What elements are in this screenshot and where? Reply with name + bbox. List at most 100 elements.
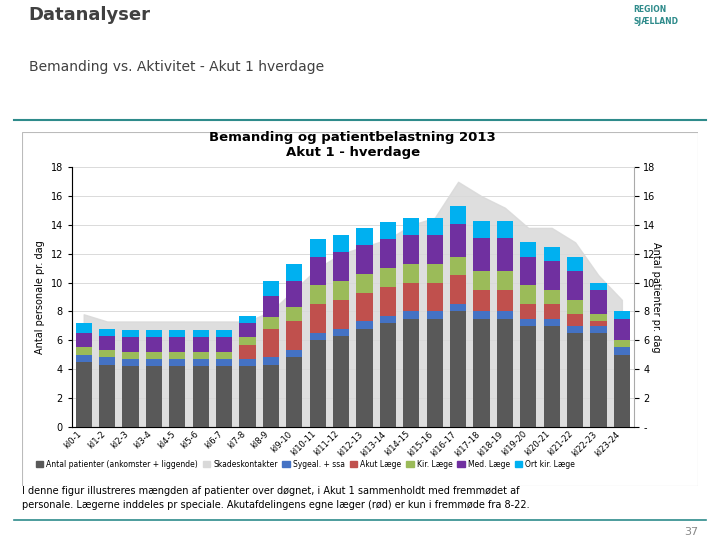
Bar [169, 338, 186, 352]
Bar [192, 338, 209, 352]
Bar [426, 218, 443, 235]
Bar [520, 326, 536, 427]
Bar [216, 330, 233, 338]
Bar [403, 218, 420, 235]
Bar [169, 352, 186, 359]
Bar [145, 330, 162, 338]
Bar [379, 287, 396, 316]
Bar [613, 319, 630, 340]
Bar [169, 330, 186, 338]
Bar [192, 330, 209, 338]
Bar [76, 323, 92, 333]
Bar [567, 314, 583, 326]
Bar [286, 357, 302, 427]
Title: Bemanding og patientbelastning 2013
Akut 1 - hverdage: Bemanding og patientbelastning 2013 Akut… [210, 131, 496, 159]
Bar [310, 340, 326, 427]
Text: I denne figur illustreres mængden af patienter over døgnet, i Akut 1 sammenholdt: I denne figur illustreres mængden af pat… [22, 486, 529, 510]
Bar [333, 281, 349, 300]
Bar [310, 333, 326, 340]
Y-axis label: Antal patienter pr. dag: Antal patienter pr. dag [652, 242, 661, 352]
Bar [99, 357, 115, 364]
Bar [239, 338, 256, 345]
Bar [590, 314, 607, 321]
Bar [286, 281, 302, 307]
Bar [520, 256, 536, 286]
Bar [356, 245, 373, 274]
Bar [239, 345, 256, 359]
Bar [613, 340, 630, 347]
Bar [99, 364, 115, 427]
Bar [426, 235, 443, 264]
Bar [613, 355, 630, 427]
Bar [590, 326, 607, 333]
Bar [263, 295, 279, 317]
Bar [497, 290, 513, 312]
Bar [356, 329, 373, 427]
Bar [473, 271, 490, 290]
Bar [544, 326, 560, 427]
Text: REGION
SJÆLLAND: REGION SJÆLLAND [634, 5, 679, 26]
Bar [310, 239, 326, 256]
Bar [192, 366, 209, 427]
Text: 37: 37 [684, 528, 698, 537]
Bar [333, 235, 349, 252]
Bar [450, 304, 467, 312]
Bar [403, 312, 420, 319]
Bar [333, 329, 349, 336]
Bar [216, 352, 233, 359]
Bar [99, 336, 115, 350]
Bar [239, 323, 256, 338]
Bar [426, 319, 443, 427]
Bar [356, 293, 373, 321]
Bar [520, 304, 536, 319]
Bar [426, 312, 443, 319]
Bar [403, 235, 420, 264]
Bar [145, 366, 162, 427]
Bar [544, 304, 560, 319]
Bar [520, 319, 536, 326]
Bar [216, 338, 233, 352]
Bar [403, 264, 420, 282]
Bar [333, 252, 349, 281]
Bar [216, 359, 233, 366]
Bar [192, 352, 209, 359]
Bar [76, 355, 92, 362]
Bar [263, 329, 279, 357]
Bar [473, 312, 490, 319]
Bar [145, 352, 162, 359]
Bar [567, 326, 583, 333]
Bar [403, 319, 420, 427]
Bar [263, 364, 279, 427]
FancyBboxPatch shape [22, 132, 698, 486]
Bar [286, 350, 302, 357]
Text: Bemanding vs. Aktivitet - Akut 1 hverdage: Bemanding vs. Aktivitet - Akut 1 hverdag… [29, 59, 324, 73]
Bar [76, 362, 92, 427]
Bar [122, 359, 139, 366]
Bar [520, 242, 536, 256]
Bar [239, 359, 256, 366]
Bar [590, 333, 607, 427]
Bar [567, 256, 583, 271]
Bar [613, 312, 630, 319]
Bar [99, 350, 115, 357]
Bar [497, 271, 513, 290]
Bar [473, 221, 490, 238]
Legend: Antal patienter (ankomster + liggende), Skadeskontakter, Sygeal. + ssa, Akut Læg: Antal patienter (ankomster + liggende), … [32, 457, 578, 472]
Bar [450, 256, 467, 275]
Bar [356, 228, 373, 245]
Bar [497, 238, 513, 271]
Bar [613, 347, 630, 355]
Bar [403, 282, 420, 312]
Bar [145, 359, 162, 366]
Bar [473, 319, 490, 427]
Bar [379, 239, 396, 268]
Bar [263, 357, 279, 364]
Bar [263, 281, 279, 295]
Bar [76, 347, 92, 355]
Bar [544, 261, 560, 290]
Bar [99, 329, 115, 336]
Bar [310, 256, 326, 286]
Bar [450, 275, 467, 304]
Bar [356, 321, 373, 329]
Bar [333, 300, 349, 329]
